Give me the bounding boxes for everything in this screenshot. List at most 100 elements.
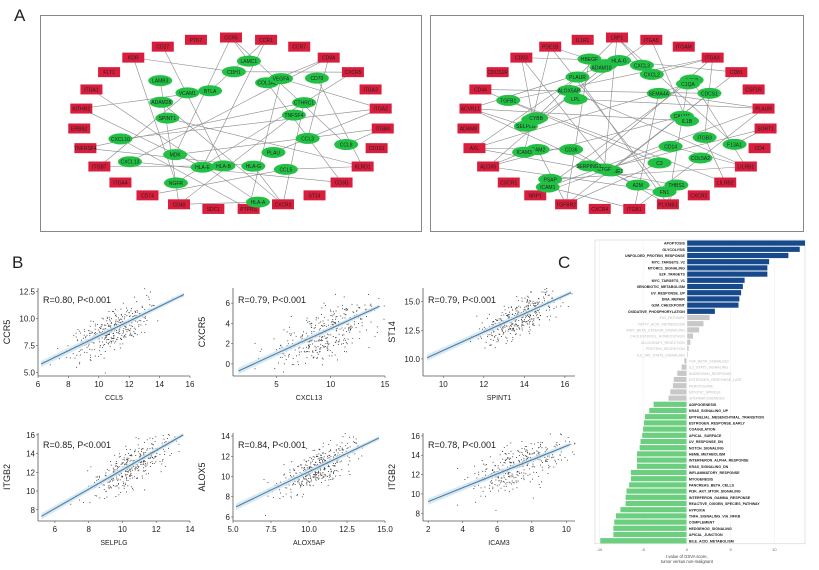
data-point bbox=[534, 302, 536, 304]
data-point bbox=[98, 329, 100, 331]
data-point bbox=[138, 324, 140, 326]
bar bbox=[686, 265, 768, 271]
data-point bbox=[145, 324, 147, 326]
ligand-node bbox=[117, 156, 142, 168]
data-point bbox=[319, 339, 321, 341]
bar bbox=[668, 395, 687, 401]
y-tick-label: 8 bbox=[31, 506, 36, 515]
data-point bbox=[506, 314, 507, 316]
data-point bbox=[509, 458, 511, 460]
data-point bbox=[123, 487, 125, 489]
data-point bbox=[491, 332, 492, 334]
target-node bbox=[640, 34, 663, 45]
node-label: HLA-G bbox=[611, 59, 626, 65]
node-label: A2M bbox=[633, 183, 643, 189]
correlation-annotation: R=0.85, P<0.001 bbox=[43, 440, 111, 450]
data-point bbox=[521, 441, 523, 442]
network-edge bbox=[178, 114, 295, 205]
data-point bbox=[519, 328, 521, 330]
data-point bbox=[354, 453, 356, 455]
data-point bbox=[312, 485, 314, 487]
data-point bbox=[322, 320, 324, 322]
data-point bbox=[526, 321, 528, 323]
node-adam10: ADAM10 bbox=[589, 61, 614, 73]
data-point bbox=[115, 321, 117, 323]
data-point bbox=[336, 316, 338, 317]
target-node bbox=[371, 123, 394, 134]
network-edge bbox=[568, 90, 746, 167]
data-point bbox=[507, 466, 508, 468]
data-point bbox=[289, 333, 291, 335]
data-point bbox=[341, 469, 343, 471]
data-point bbox=[485, 468, 487, 470]
bar bbox=[686, 333, 693, 339]
data-point bbox=[342, 449, 344, 451]
y-axis-label: ST14 bbox=[387, 321, 397, 343]
bar-label: TGF_BETA_SIGNALING bbox=[689, 360, 729, 364]
node-label: ITGA3 bbox=[363, 87, 378, 93]
data-point bbox=[330, 450, 332, 452]
data-point bbox=[350, 329, 351, 331]
node-itga2: ITGA2 bbox=[369, 103, 392, 114]
data-point bbox=[142, 448, 144, 450]
data-point bbox=[487, 336, 488, 337]
data-point bbox=[97, 479, 99, 481]
data-point bbox=[339, 328, 341, 330]
data-point bbox=[518, 327, 520, 329]
data-point bbox=[327, 341, 329, 343]
data-point bbox=[114, 314, 116, 316]
data-point bbox=[529, 457, 531, 458]
data-point bbox=[501, 477, 503, 479]
data-point bbox=[118, 494, 120, 496]
node-label: TGFB1 bbox=[500, 98, 516, 104]
network-edge bbox=[266, 82, 342, 183]
data-point bbox=[306, 357, 308, 358]
data-point bbox=[541, 447, 543, 449]
data-point bbox=[512, 322, 514, 324]
data-point bbox=[341, 343, 342, 345]
correlation-annotation: R=0.78, P<0.001 bbox=[428, 440, 496, 450]
data-point bbox=[528, 323, 530, 325]
data-point bbox=[154, 456, 156, 458]
data-point bbox=[97, 355, 99, 357]
data-point bbox=[523, 477, 525, 479]
data-point bbox=[123, 485, 125, 487]
data-point bbox=[516, 456, 518, 458]
node-label: LAMB3 bbox=[152, 79, 169, 85]
data-point bbox=[146, 464, 148, 466]
data-point bbox=[328, 466, 330, 468]
data-point bbox=[116, 476, 118, 478]
node-plaur: PLAUR bbox=[752, 103, 775, 114]
data-point bbox=[505, 479, 507, 480]
x-axis-label: ICAM3 bbox=[488, 540, 510, 545]
data-point bbox=[121, 339, 122, 340]
node-label: SORT1 bbox=[757, 127, 774, 133]
data-point bbox=[489, 485, 491, 487]
data-point bbox=[105, 335, 107, 336]
bar-label: EPITHELIAL_MESENCHYMAL_TRANSITION bbox=[689, 415, 764, 419]
x-tick-label: 14 bbox=[520, 380, 529, 389]
data-point bbox=[335, 310, 337, 312]
ligand-node bbox=[149, 96, 174, 108]
data-point bbox=[511, 480, 513, 482]
data-point bbox=[529, 321, 530, 323]
data-point bbox=[326, 340, 328, 342]
data-point bbox=[155, 455, 157, 457]
data-point bbox=[505, 313, 507, 314]
data-point bbox=[346, 447, 348, 449]
data-point bbox=[507, 317, 509, 319]
x-tick-label: 10 bbox=[772, 547, 777, 552]
data-point bbox=[315, 471, 317, 473]
data-point bbox=[120, 463, 122, 465]
data-point bbox=[356, 310, 358, 312]
data-point bbox=[365, 308, 367, 310]
y-tick-label: 15.0 bbox=[404, 298, 420, 307]
data-point bbox=[108, 470, 110, 472]
data-point bbox=[124, 335, 126, 336]
data-point bbox=[508, 475, 509, 477]
data-point bbox=[159, 461, 161, 463]
data-point bbox=[136, 468, 138, 469]
ligand-node bbox=[245, 196, 270, 208]
data-point bbox=[467, 476, 469, 478]
data-point bbox=[95, 476, 97, 478]
